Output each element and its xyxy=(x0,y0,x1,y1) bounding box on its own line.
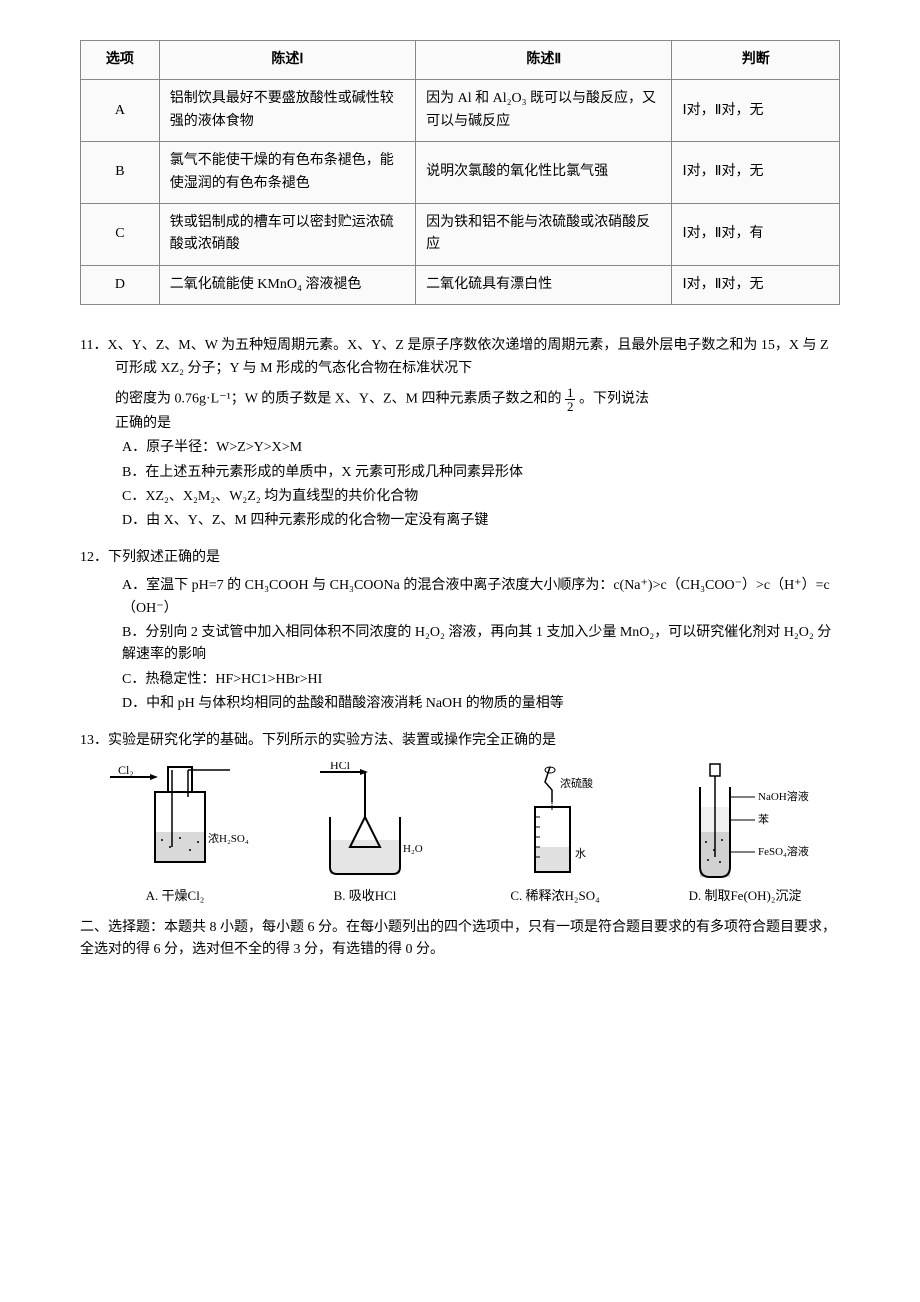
cell-s1: 氯气不能使干燥的有色布条褪色，能使湿润的有色布条褪色 xyxy=(159,142,415,204)
cell-s1: 铁或铝制成的槽车可以密封贮运浓硫酸或浓硝酸 xyxy=(159,203,415,265)
cell-opt: C xyxy=(81,203,160,265)
cell-s1: 铝制饮具最好不要盛放酸性或碱性较强的液体食物 xyxy=(159,80,415,142)
label-water: 水 xyxy=(575,847,586,860)
th-statement2: 陈述Ⅱ xyxy=(416,41,672,80)
section-2-heading: 二、选择题：本题共 8 小题，每小题 6 分。在每小题列出的四个选项中，只有一项… xyxy=(80,917,840,962)
fraction-half: 12 xyxy=(565,386,576,413)
cell-s2: 因为铁和铝不能与浓硫酸或浓硝酸反应 xyxy=(416,203,672,265)
label-naoh: NaOH溶液 xyxy=(758,789,809,803)
q11-opt-c: C．XZ₂、X₂M₂、W₂Z₂ 均为直线型的共价化合物 xyxy=(122,486,840,508)
label-h2so4: 浓H₂SO₄ xyxy=(208,832,249,845)
fig-a: Cl₂ 浓H₂SO₄ xyxy=(80,762,270,882)
q12-options: A．室温下 pH=7 的 CH₃COOH 与 CH₃COONa 的混合液中离子浓… xyxy=(80,575,840,715)
q11-options: A．原子半径：W>Z>Y>X>M B．在上述五种元素形成的单质中，X 元素可形成… xyxy=(80,437,840,533)
apparatus-c-icon: 浓硫酸 水 xyxy=(480,762,630,882)
question-11: 11．X、Y、Z、M、W 为五种短周期元素。X、Y、Z 是原子序数依次递增的周期… xyxy=(80,335,840,380)
cell-jud: Ⅰ对，Ⅱ对，无 xyxy=(672,80,840,142)
th-judge: 判断 xyxy=(672,41,840,80)
cell-jud: Ⅰ对，Ⅱ对，有 xyxy=(672,203,840,265)
table-header-row: 选项 陈述Ⅰ 陈述Ⅱ 判断 xyxy=(81,41,840,80)
q12-opt-c: C．热稳定性：HF>HC1>HBr>HI xyxy=(122,669,840,691)
q11-num: 11． xyxy=(80,338,107,353)
statement-table: 选项 陈述Ⅰ 陈述Ⅱ 判断 A 铝制饮具最好不要盛放酸性或碱性较强的液体食物 因… xyxy=(80,40,840,305)
apparatus-b-icon: HCl H₂O xyxy=(290,762,440,882)
q13-figures: Cl₂ 浓H₂SO₄ HCl H₂O 浓硫酸 xyxy=(80,762,840,882)
cell-opt: B xyxy=(81,142,160,204)
cap-a: A. 干燥Cl₂ xyxy=(80,886,270,907)
q12-opt-a: A．室温下 pH=7 的 CH₃COOH 与 CH₃COONa 的混合液中离子浓… xyxy=(122,575,840,620)
cell-s2: 二氧化硫具有漂白性 xyxy=(416,265,672,304)
label-cl2: Cl₂ xyxy=(118,763,134,777)
q12-opt-b: B．分别向 2 支试管中加入相同体积不同浓度的 H₂O₂ 溶液，再向其 1 支加… xyxy=(122,622,840,667)
label-hcl: HCl xyxy=(330,762,351,772)
q11-stem-b-pre: 的密度为 0.76g·L⁻¹；W 的质子数是 X、Y、Z、M 四种元素质子数之和… xyxy=(115,392,565,407)
label-feso4: FeSO₄溶液 xyxy=(758,844,809,858)
q11-opt-b: B．在上述五种元素形成的单质中，X 元素可形成几种同素异形体 xyxy=(122,462,840,484)
cell-jud: Ⅰ对，Ⅱ对，无 xyxy=(672,142,840,204)
table-row: C 铁或铝制成的槽车可以密封贮运浓硫酸或浓硝酸 因为铁和铝不能与浓硫酸或浓硝酸反… xyxy=(81,203,840,265)
cap-b: B. 吸收HCl xyxy=(270,886,460,907)
label-benzene: 苯 xyxy=(758,812,769,826)
q11-stem-line2: 的密度为 0.76g·L⁻¹；W 的质子数是 X、Y、Z、M 四种元素质子数之和… xyxy=(80,386,840,413)
q11-stem-c: 正确的是 xyxy=(80,413,840,435)
cap-d: D. 制取Fe(OH)₂沉淀 xyxy=(650,886,840,907)
cell-opt: D xyxy=(81,265,160,304)
table-row: D 二氧化硫能使 KMnO₄ 溶液褪色 二氧化硫具有漂白性 Ⅰ对，Ⅱ对，无 xyxy=(81,265,840,304)
cell-opt: A xyxy=(81,80,160,142)
apparatus-a-icon: Cl₂ 浓H₂SO₄ xyxy=(100,762,250,882)
cell-jud: Ⅰ对，Ⅱ对，无 xyxy=(672,265,840,304)
q12-opt-d: D．中和 pH 与体积均相同的盐酸和醋酸溶液消耗 NaOH 的物质的量相等 xyxy=(122,693,840,715)
q11-stem-a: X、Y、Z、M、W 为五种短周期元素。X、Y、Z 是原子序数依次递增的周期元素，… xyxy=(107,338,828,375)
label-h2o: H₂O xyxy=(403,843,423,855)
cap-c: C. 稀释浓H₂SO₄ xyxy=(460,886,650,907)
cell-s2: 说明次氯酸的氧化性比氯气强 xyxy=(416,142,672,204)
fig-d: NaOH溶液 苯 FeSO₄溶液 xyxy=(650,762,840,882)
cell-s1: 二氧化硫能使 KMnO₄ 溶液褪色 xyxy=(159,265,415,304)
q11-stem-b-post: 。下列说法 xyxy=(575,392,649,407)
table-row: B 氯气不能使干燥的有色布条褪色，能使湿润的有色布条褪色 说明次氯酸的氧化性比氯… xyxy=(81,142,840,204)
cell-s2: 因为 Al 和 Al₂O₃ 既可以与酸反应，又可以与碱反应 xyxy=(416,80,672,142)
label-conc-h2so4: 浓硫酸 xyxy=(560,776,593,790)
q11-opt-a: A．原子半径：W>Z>Y>X>M xyxy=(122,437,840,459)
q13-captions: A. 干燥Cl₂ B. 吸收HCl C. 稀释浓H₂SO₄ D. 制取Fe(OH… xyxy=(80,886,840,907)
th-option: 选项 xyxy=(81,41,160,80)
fig-b: HCl H₂O xyxy=(270,762,460,882)
q12-num: 12． xyxy=(80,550,108,565)
q11-opt-d: D．由 X、Y、Z、M 四种元素形成的化合物一定没有离子键 xyxy=(122,510,840,532)
apparatus-d-icon: NaOH溶液 苯 FeSO₄溶液 xyxy=(660,762,830,882)
q13-num: 13． xyxy=(80,733,108,748)
q13-stem: 实验是研究化学的基础。下列所示的实验方法、装置或操作完全正确的是 xyxy=(108,733,556,748)
question-13: 13．实验是研究化学的基础。下列所示的实验方法、装置或操作完全正确的是 xyxy=(80,730,840,752)
th-statement1: 陈述Ⅰ xyxy=(159,41,415,80)
question-12: 12．下列叙述正确的是 xyxy=(80,547,840,569)
fig-c: 浓硫酸 水 xyxy=(460,762,650,882)
q12-stem: 下列叙述正确的是 xyxy=(108,550,220,565)
table-row: A 铝制饮具最好不要盛放酸性或碱性较强的液体食物 因为 Al 和 Al₂O₃ 既… xyxy=(81,80,840,142)
